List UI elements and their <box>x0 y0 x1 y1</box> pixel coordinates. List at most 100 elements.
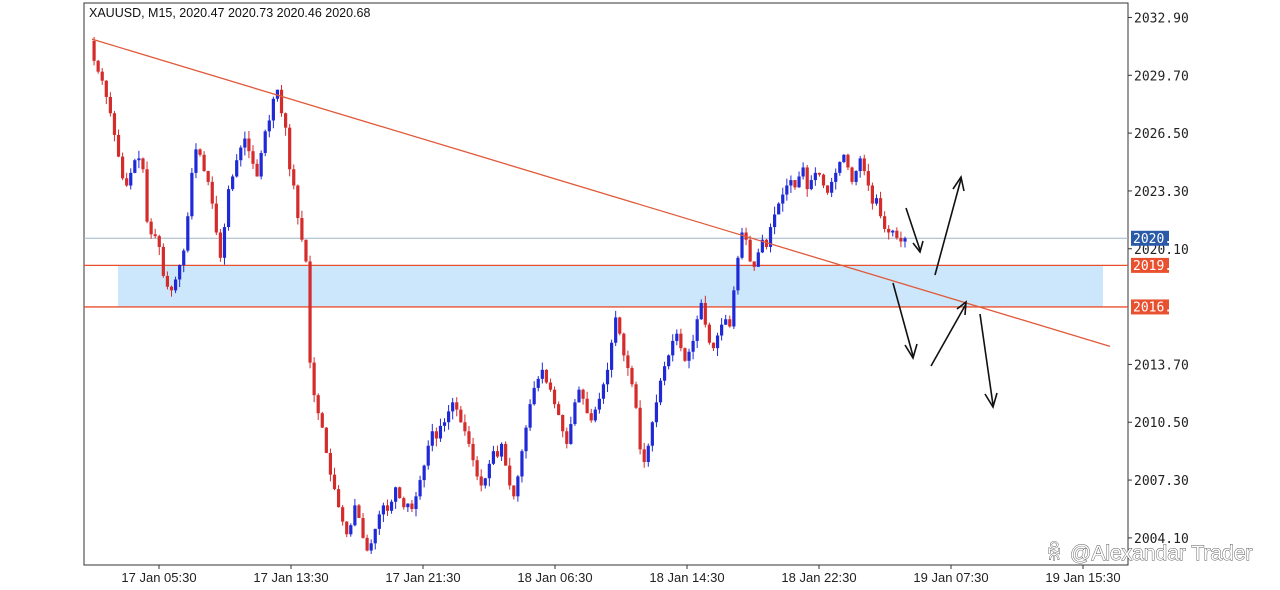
candle-body-up <box>614 317 618 343</box>
candle-body-up <box>671 340 675 356</box>
candle-body-up <box>830 181 834 193</box>
candle-body-up <box>186 216 190 251</box>
candle-body-down <box>112 113 117 135</box>
candle-body-down <box>149 221 153 235</box>
level-tag-0-bg <box>1131 257 1169 273</box>
candle-body-down <box>328 452 333 475</box>
candle-body-up <box>874 198 879 204</box>
candle-body-down <box>585 398 589 414</box>
candle-body-up <box>226 189 231 228</box>
candle-body-down <box>292 169 296 186</box>
candle-body-up <box>691 340 695 352</box>
candle-body-down <box>463 422 467 432</box>
x-tick-label: 17 Jan 05:30 <box>121 570 196 585</box>
candle-body-up <box>267 120 271 132</box>
candle-body-down <box>104 80 108 97</box>
y-tick-label: 2032.90 <box>1134 11 1189 26</box>
candle-body-down <box>206 171 210 182</box>
level-tag-1-bg <box>1131 299 1169 315</box>
candle-body-up <box>654 402 659 423</box>
candle-body-down <box>634 384 638 408</box>
candle-body-up <box>373 528 377 544</box>
candle-body-down <box>748 239 752 262</box>
arrow-up-from-zone-head <box>952 174 965 192</box>
candle-body-down <box>165 275 170 287</box>
candle-body-down <box>145 169 149 222</box>
x-tick-label: 19 Jan 07:30 <box>913 570 988 585</box>
candle-body-down <box>121 156 125 179</box>
y-tick-label: 2004.10 <box>1134 532 1189 547</box>
candle-body-down <box>116 134 121 157</box>
candle-body-down <box>589 413 593 421</box>
candle-body-up <box>687 351 691 361</box>
candle-body-down <box>434 431 438 439</box>
y-tick-label: 2023.30 <box>1134 185 1189 200</box>
candle-body-up <box>275 89 280 99</box>
candle-body-down <box>581 389 585 399</box>
arrow-break-down-head <box>904 343 918 360</box>
candle-body-down <box>638 407 642 450</box>
arrow-down-to-zone-head <box>912 240 924 254</box>
candle-body-down <box>357 505 361 519</box>
y-tick-label: 2013.70 <box>1134 358 1189 373</box>
price-axis: 2032.90 2029.70 2026.50 2023.30 2020.10 2013.… <box>1128 11 1189 547</box>
candle-body-down <box>887 228 891 233</box>
candle-body-down <box>398 487 402 499</box>
candle-body-down <box>866 171 870 186</box>
candle-body-down <box>471 443 475 461</box>
candle-body-down <box>210 181 214 204</box>
level-tag-0-text: 2019.18 <box>1133 259 1188 274</box>
candle-body-down <box>475 460 479 477</box>
candle-body-up <box>528 404 532 428</box>
candle-body-down <box>878 198 883 217</box>
candle-body-up <box>797 176 801 188</box>
candle-body-up <box>353 505 357 526</box>
candle-body-up <box>834 172 838 182</box>
candle-body-up <box>137 158 141 161</box>
candle-body-up <box>605 369 610 385</box>
candle-body-down <box>707 324 711 343</box>
candle-body-down <box>92 40 96 61</box>
candle-body-up <box>483 478 487 486</box>
candle-body-up <box>239 147 243 161</box>
candle-body-down <box>324 427 328 453</box>
candle-body-down <box>125 178 129 186</box>
candle-body-up <box>760 239 764 253</box>
candle-body-up <box>516 476 520 497</box>
candle-body-up <box>430 431 434 446</box>
candle-body-up <box>720 324 724 336</box>
candle-body-up <box>801 167 805 177</box>
x-tick-label: 18 Jan 22:30 <box>781 570 856 585</box>
candle-body-up <box>646 445 650 462</box>
candle-body-up <box>259 152 263 177</box>
candle-body-up <box>231 176 235 190</box>
watermark-text: @Alexandar Trader <box>1070 542 1252 565</box>
arrow-continuation-down-head <box>984 392 998 409</box>
candle-body-up <box>781 194 785 204</box>
candle-body-up <box>577 389 581 403</box>
level-tag-1: 2016.88 <box>1131 299 1188 315</box>
candle-body-down <box>895 230 899 238</box>
candle-body-up <box>695 319 699 341</box>
candle-body-down <box>883 216 887 229</box>
candle-body-down <box>711 342 716 349</box>
current-price-tag-bg <box>1131 230 1169 246</box>
candle-body-down <box>336 489 341 508</box>
candle-body-up <box>414 496 418 509</box>
candle-body-down <box>825 185 830 193</box>
candle-body-up <box>487 463 491 479</box>
arrow-retest-up <box>930 303 967 367</box>
candle-body-down <box>320 413 324 428</box>
candle-body-down <box>161 246 165 276</box>
candle-body-up <box>715 335 720 349</box>
y-tick-label: 2007.30 <box>1134 474 1189 489</box>
candle-body-down <box>218 232 222 258</box>
candle-body-up <box>650 422 654 446</box>
candle-body-down <box>300 218 304 240</box>
watermark-glyph: ꆜ <box>1046 541 1062 565</box>
candle-body-down <box>728 319 732 327</box>
candle-body-up <box>406 503 410 508</box>
candle-body-up <box>658 380 663 403</box>
projection-arrows <box>892 174 998 409</box>
candle-body-down <box>455 402 459 410</box>
